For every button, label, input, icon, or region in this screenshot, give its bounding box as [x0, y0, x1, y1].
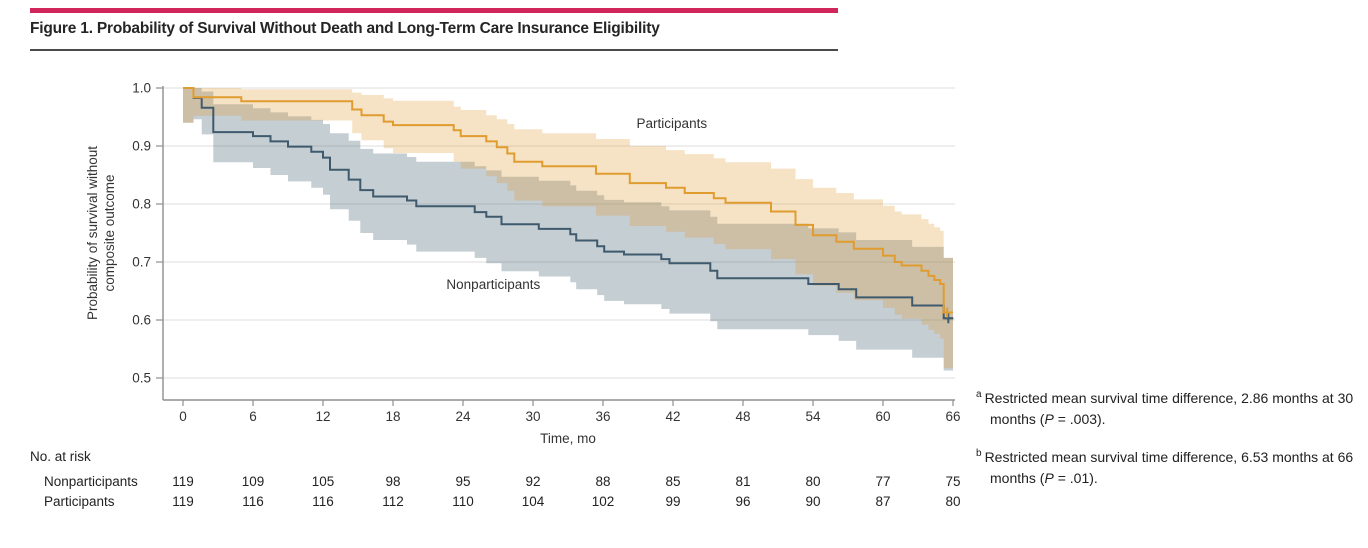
x-tick-label: 48 — [735, 409, 750, 424]
risk-count: 105 — [312, 474, 335, 489]
risk-count: 119 — [172, 494, 194, 509]
y-tick-label: 0.5 — [132, 371, 151, 386]
nonparticipants-curve-label: Nonparticipants — [446, 277, 540, 292]
footnote-b: b Restricted mean survival time differenc… — [976, 447, 1366, 489]
footnote-a-tail: = .003). — [1053, 411, 1106, 427]
risk-count: 99 — [665, 494, 680, 509]
risk-count: 85 — [665, 474, 680, 489]
x-tick-label: 30 — [525, 409, 540, 424]
risk-count: 104 — [522, 494, 545, 509]
footnote-b-p: P — [1044, 470, 1054, 486]
x-tick-label: 54 — [805, 409, 821, 424]
footnote-b-marker: b — [976, 448, 982, 460]
x-tick-label: 60 — [875, 409, 890, 424]
risk-count: 116 — [312, 494, 334, 509]
y-axis-title-line1: Probability of survival without — [85, 146, 100, 320]
risk-count: 116 — [242, 494, 264, 509]
footnote-b-text: Restricted mean survival time difference… — [984, 449, 1354, 486]
risk-row-label: Participants — [44, 494, 115, 509]
footnote-a-text: Restricted mean survival time difference… — [984, 390, 1354, 427]
risk-count: 80 — [945, 494, 960, 509]
y-tick-label: 0.7 — [132, 255, 151, 270]
nonparticipants-survival-curve — [183, 87, 953, 320]
risk-count: 88 — [595, 474, 610, 489]
risk-count: 96 — [735, 494, 750, 509]
risk-count: 98 — [385, 474, 400, 489]
risk-count: 95 — [455, 474, 470, 489]
figure-title: Figure 1. Probability of Survival Withou… — [30, 20, 660, 37]
footnote-a: a Restricted mean survival time differenc… — [976, 388, 1366, 430]
x-tick-label: 6 — [249, 409, 257, 424]
y-tick-label: 0.8 — [132, 197, 151, 212]
risk-count: 75 — [945, 474, 960, 489]
risk-count: 87 — [875, 494, 890, 509]
footnotes: a Restricted mean survival time differenc… — [976, 388, 1366, 506]
y-axis-title-line2: composite outcome — [102, 174, 117, 291]
footnote-a-marker: a — [976, 389, 982, 401]
risk-count: 90 — [805, 494, 820, 509]
footnote-b-tail: = .01). — [1053, 470, 1098, 486]
risk-row-label: Nonparticipants — [44, 474, 138, 489]
risk-count: 80 — [805, 474, 820, 489]
x-tick-label: 12 — [315, 409, 330, 424]
x-tick-label: 36 — [595, 409, 610, 424]
risk-count: 109 — [242, 474, 265, 489]
accent-bar — [30, 8, 838, 13]
x-tick-label: 42 — [665, 409, 680, 424]
risk-count: 112 — [382, 494, 404, 509]
y-tick-label: 1.0 — [132, 81, 151, 96]
x-axis-title: Time, mo — [540, 431, 596, 446]
risk-count: 92 — [525, 474, 540, 489]
risk-table-header: No. at risk — [30, 449, 91, 464]
risk-count: 119 — [172, 474, 194, 489]
participants-curve-label: Participants — [637, 116, 708, 131]
footnote-a-p: P — [1044, 411, 1054, 427]
x-tick-label: 66 — [945, 409, 960, 424]
title-rule — [30, 49, 838, 51]
x-tick-label: 0 — [179, 409, 187, 424]
risk-count: 110 — [452, 494, 474, 509]
x-tick-label: 18 — [385, 409, 400, 424]
participants-confidence-band — [183, 88, 953, 369]
risk-count: 81 — [735, 474, 750, 489]
y-tick-label: 0.9 — [132, 139, 151, 154]
x-tick-label: 24 — [455, 409, 471, 424]
risk-count: 77 — [875, 474, 890, 489]
participants-survival-curve — [183, 87, 953, 314]
risk-count: 102 — [592, 494, 615, 509]
y-tick-label: 0.6 — [132, 313, 151, 328]
